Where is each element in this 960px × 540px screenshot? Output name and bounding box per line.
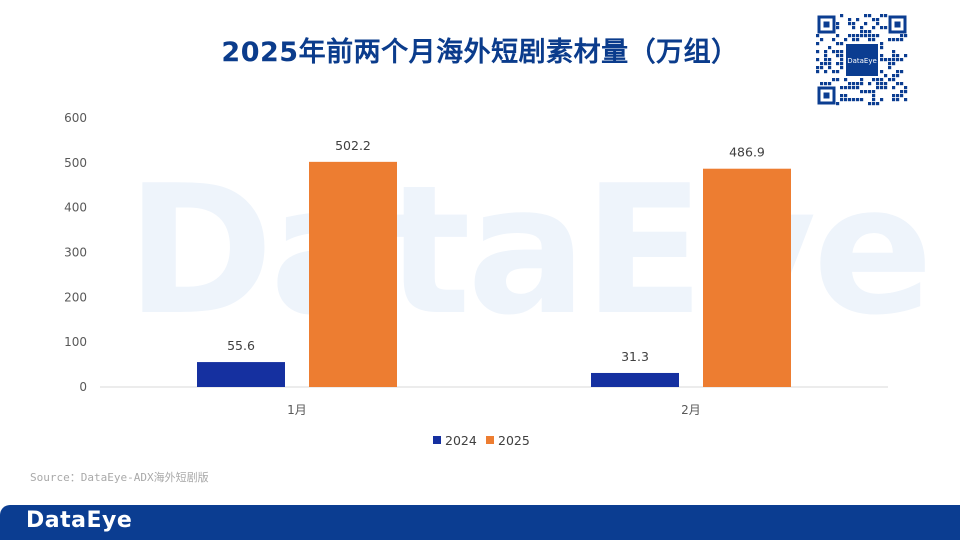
legend-swatch-2025 [486, 436, 494, 444]
y-tick-label: 500 [64, 156, 87, 170]
bar-2024-1 [197, 362, 285, 387]
x-tick-label: 2月 [681, 403, 701, 417]
y-tick-label: 0 [79, 380, 87, 394]
bar-2025-2 [703, 168, 791, 387]
data-label: 31.3 [621, 349, 649, 364]
y-tick-label: 200 [64, 290, 87, 304]
bar-chart: 0 100 200 300 400 500 600 55.6 502.2 31.3 486.9 1… [64, 111, 888, 448]
bars: 55.6 502.2 31.3 486.9 [197, 138, 791, 387]
y-tick-label: 100 [64, 335, 87, 349]
x-axis: 1月 2月 [287, 403, 701, 417]
y-tick-label: 300 [64, 246, 87, 260]
legend: 2024 2025 [433, 433, 530, 448]
y-tick-label: 400 [64, 201, 87, 215]
chart-title: 2025年前两个月海外短剧素材量（万组） [221, 37, 739, 68]
legend-label: 2025 [498, 433, 530, 448]
legend-label: 2024 [445, 433, 477, 448]
qr-code-icon: DataEye [816, 14, 908, 106]
y-tick-label: 600 [64, 111, 87, 125]
legend-swatch-2024 [433, 436, 441, 444]
data-label: 502.2 [335, 138, 371, 153]
qr-center-logo: DataEye [847, 57, 877, 65]
y-axis: 0 100 200 300 400 500 600 [64, 111, 87, 394]
data-label: 486.9 [729, 145, 765, 160]
x-tick-label: 1月 [287, 403, 307, 417]
source-note: Source：DataEye-ADX海外短剧版 [30, 471, 209, 484]
footer-bar: DataEye [0, 505, 960, 540]
data-label: 55.6 [227, 338, 255, 353]
watermark-logo: DataEye [126, 147, 933, 354]
bar-2025-1 [309, 161, 397, 387]
bar-2024-2 [591, 372, 679, 387]
footer-logo: DataEye [26, 508, 133, 533]
